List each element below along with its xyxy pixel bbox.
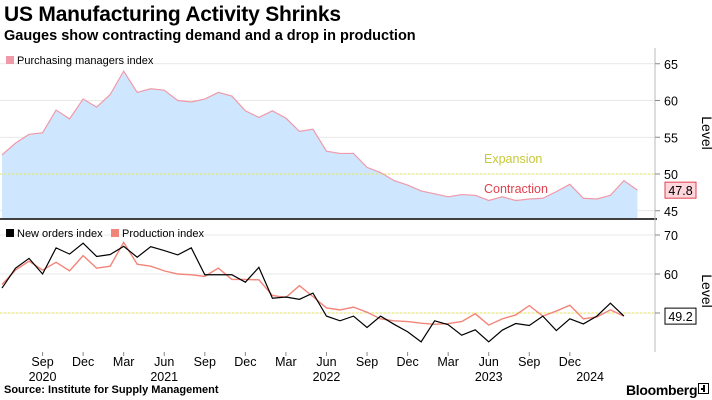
source-note: Source: Institute for Supply Management [4,384,219,396]
pmi-ylabel: Level [699,116,712,149]
pmi-last-value-label: 47.8 [668,184,692,198]
x-month-label: Mar [113,355,135,369]
chart-subtitle: Gauges show contracting demand and a dro… [4,28,416,44]
orders-ytick-label: 60 [664,268,678,282]
x-month-label: Sep [518,355,540,369]
pmi-ytick-label: 50 [664,168,678,182]
x-year-label: 2020 [29,370,57,384]
x-month-label: Sep [194,355,216,369]
pmi-area [2,71,638,218]
x-month-label: Dec [396,355,418,369]
pmi-legend-label: Purchasing managers index [17,55,154,67]
x-month-label: Mar [275,355,297,369]
expansion-annotation: Expansion [484,152,542,166]
pmi-ytick-label: 45 [664,205,678,219]
pmi-ytick-label: 65 [664,58,678,72]
x-month-label: Dec [72,355,94,369]
production-index-line [1,241,625,326]
pmi-last-value-badge [664,181,697,199]
x-month-label: Jun [479,355,499,369]
chart-title: US Manufacturing Activity Shrinks [4,3,341,26]
orders-ylabel: Level [699,274,712,307]
x-month-label: Dec [234,355,256,369]
x-year-label: 2023 [475,370,503,384]
x-month-label: Dec [559,355,581,369]
orders-last-value-badge [664,307,697,325]
x-year-label: 2022 [313,370,341,384]
contraction-annotation: Contraction [484,182,548,196]
new-orders-index-line [1,242,625,343]
x-month-label: Sep [356,355,378,369]
x-month-label: Sep [31,355,53,369]
x-year-label: 2024 [576,370,604,384]
production-legend-swatch [111,229,119,237]
new-orders-legend-label: New orders index [17,228,103,240]
x-year-label: 2021 [150,370,178,384]
pmi-ytick-label: 55 [664,131,678,145]
brand-logo-text: Bloomberg [626,382,698,398]
orders-ytick-label: 70 [664,229,678,243]
orders-last-value-label: 49.2 [668,310,692,324]
pmi-line [1,69,638,202]
bloomberg-terminal-icon [698,383,709,394]
pmi-legend-swatch [6,56,14,64]
x-month-label: Jun [316,355,336,369]
x-month-label: Jun [154,355,174,369]
production-legend-label: Production index [122,228,204,240]
pmi-ytick-label: 60 [664,95,678,109]
new-orders-legend-swatch [6,229,14,237]
x-month-label: Mar [437,355,459,369]
